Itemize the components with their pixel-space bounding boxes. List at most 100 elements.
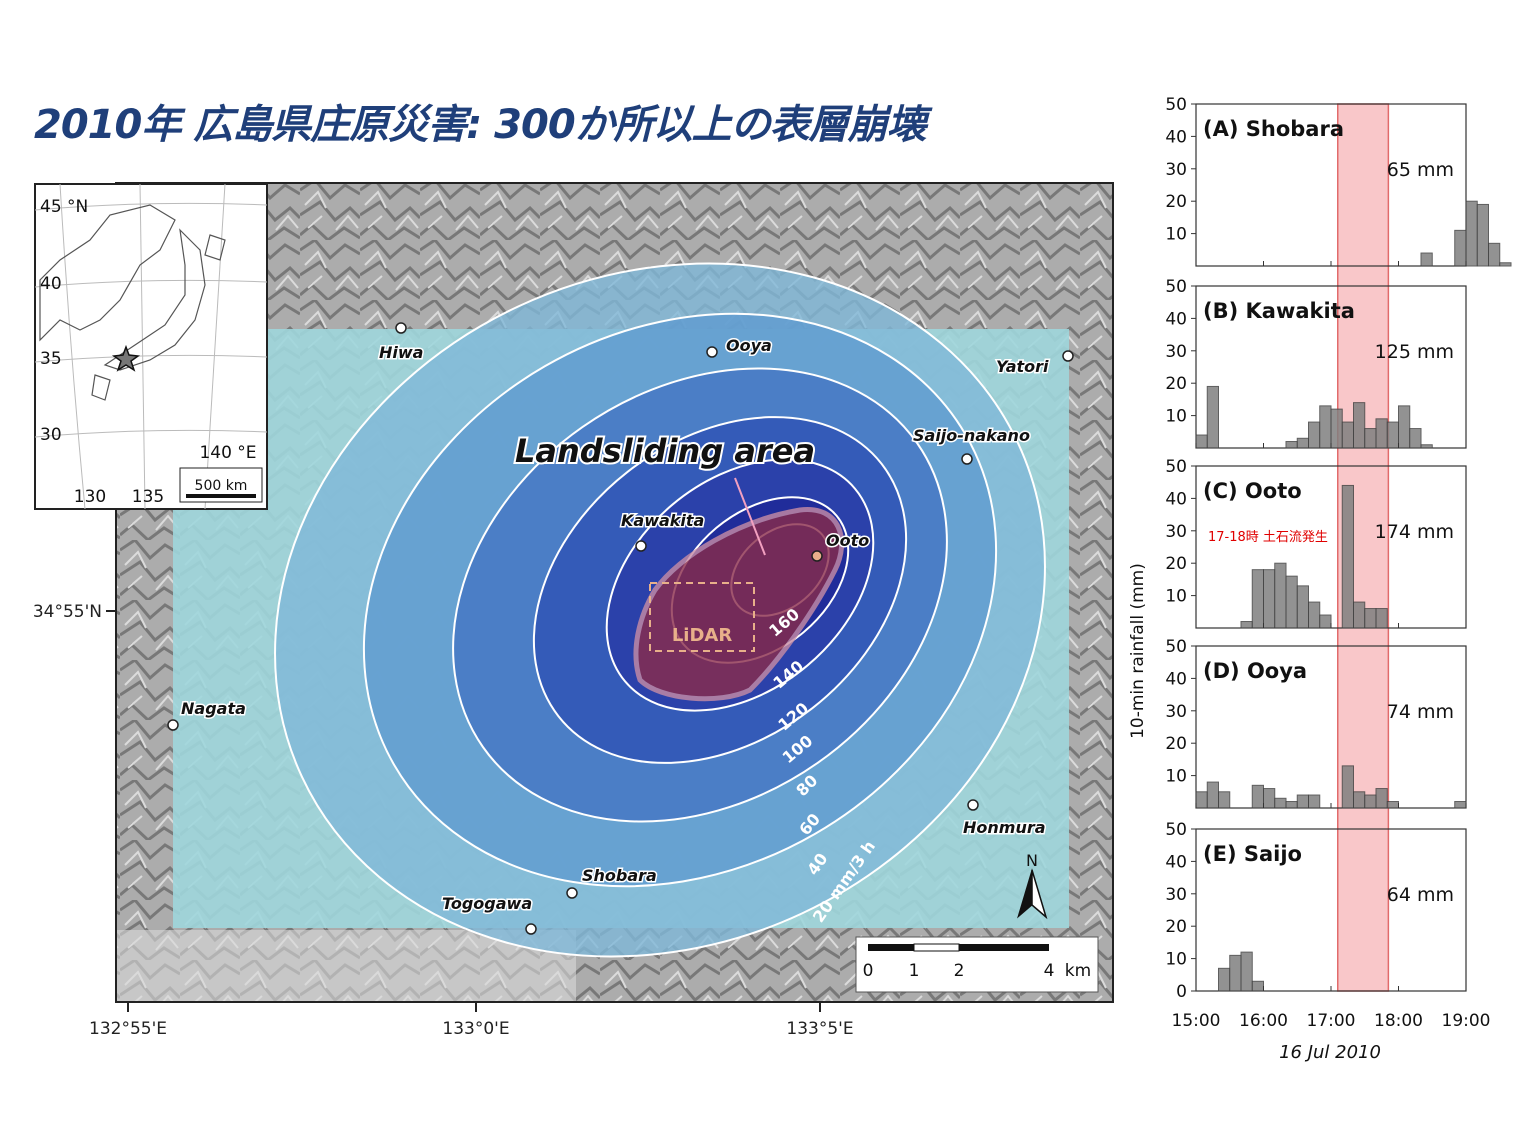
y-tick-label: 50 <box>1165 95 1187 115</box>
rain-bar <box>1386 421 1399 449</box>
rain-bar <box>1229 954 1242 992</box>
lidar-box <box>649 582 755 652</box>
panel-title: (C) Ooto <box>1203 479 1302 503</box>
rain-bar <box>1285 441 1298 449</box>
lon-label: 132°55'E <box>89 1019 167 1039</box>
rain-bar <box>1364 794 1377 809</box>
y-tick-label: 10 <box>1165 225 1187 245</box>
rain-bar <box>1499 262 1512 267</box>
rain-bar <box>1206 781 1219 809</box>
rain-bar <box>1341 421 1354 449</box>
rain-bar <box>1319 614 1332 629</box>
rain-bar <box>1308 601 1321 629</box>
y-tick-label: 50 <box>1165 637 1187 657</box>
north-label: N <box>1026 851 1038 870</box>
x-tick-label: 19:00 <box>1442 1011 1491 1031</box>
y-tick-label: 20 <box>1165 554 1187 574</box>
rain-bar <box>1465 200 1478 267</box>
scalebar-label: km <box>1065 961 1091 981</box>
y-tick-label: 30 <box>1165 702 1187 722</box>
chart-ylabel: 10-min rainfall (mm) <box>1128 563 1148 739</box>
panel-total: 65 mm <box>1387 159 1454 181</box>
rain-bar <box>1375 608 1388 629</box>
rain-bar <box>1330 408 1343 449</box>
y-tick-label: 40 <box>1165 489 1187 509</box>
panel-total: 74 mm <box>1387 701 1454 723</box>
lidar-label: LiDAR <box>672 625 733 646</box>
inset-lon-label: 130 <box>74 487 106 507</box>
scalebar-label: 0 <box>863 961 874 981</box>
scalebar-label: 2 <box>954 961 965 981</box>
station-label: Nagata <box>181 699 246 718</box>
panel-total: 125 mm <box>1375 341 1454 363</box>
panel-total: 64 mm <box>1387 884 1454 906</box>
rain-bar <box>1341 765 1354 809</box>
rain-bar <box>1420 444 1433 449</box>
rain-bar <box>1251 569 1264 629</box>
rain-bar <box>1375 418 1388 449</box>
rain-bar <box>1218 791 1231 809</box>
lon-label: 133°0'E <box>442 1019 509 1039</box>
x-tick-label: 15:00 <box>1172 1011 1221 1031</box>
rain-bar <box>1454 229 1467 267</box>
chart-xlabel: 16 Jul 2010 <box>1279 1042 1381 1063</box>
rain-bar <box>1296 437 1309 449</box>
y-tick-label: 0 <box>1176 982 1187 1002</box>
panel-annotation: 17-18時 土石流発生 <box>1208 530 1328 545</box>
rain-bar <box>1263 788 1276 809</box>
rain-bar <box>1274 797 1287 809</box>
north-arrow: N <box>1017 851 1048 920</box>
rain-bar <box>1240 951 1253 992</box>
rain-bar <box>1285 801 1298 809</box>
page-title: 2010年 広島県庄原災害: 300か所以上の表層崩壊 <box>34 102 927 148</box>
station-label: Kawakita <box>621 511 704 530</box>
scalebar-label: 4 <box>1044 961 1055 981</box>
rain-bar <box>1364 608 1377 629</box>
inset-lat-label: 45 °N <box>40 197 88 217</box>
x-tick-label: 17:00 <box>1307 1011 1356 1031</box>
y-tick-label: 30 <box>1165 522 1187 542</box>
landsliding-polygon <box>633 507 845 702</box>
rain-bar <box>1398 405 1411 449</box>
station-label: Hiwa <box>379 343 423 362</box>
rain-bar <box>1386 801 1399 809</box>
rain-bar <box>1285 575 1298 629</box>
inset-lat-label: 40 <box>40 274 62 294</box>
rain-bar <box>1364 428 1377 449</box>
contour-lines <box>274 262 1046 958</box>
rain-bar <box>1353 402 1366 449</box>
x-tick-label: 18:00 <box>1374 1011 1423 1031</box>
y-tick-label: 20 <box>1165 374 1187 394</box>
panel-title: (E) Saijo <box>1203 842 1302 866</box>
rain-bar <box>1206 385 1219 449</box>
stations: Hiwa Ooya Yatori Saijo-nakano Kawakita O… <box>167 322 1074 935</box>
rain-bar <box>1195 791 1208 809</box>
panel-title: (B) Kawakita <box>1203 299 1355 323</box>
rain-bar <box>1308 421 1321 449</box>
y-tick-label: 50 <box>1165 277 1187 297</box>
landsliding-label: Landsliding area <box>515 432 815 470</box>
map-coordinates: 34°55'N 132°55'E 133°0'E 133°5'E <box>33 602 854 1039</box>
landsliding-pointer <box>734 477 766 556</box>
lon-label: 133°5'E <box>786 1019 853 1039</box>
map-scalebar: 0 1 2 4 km <box>855 936 1099 993</box>
rain-bar <box>1319 405 1332 449</box>
station-label: Togogawa <box>442 894 532 913</box>
map-frame <box>115 182 1114 1003</box>
rain-bar <box>1454 801 1467 809</box>
station-label: Shobara <box>582 866 657 885</box>
rain-bar <box>1409 428 1422 449</box>
station-label: Honmura <box>963 818 1046 837</box>
y-tick-label: 30 <box>1165 885 1187 905</box>
inset-scale-label: 500 km <box>195 478 248 494</box>
y-tick-label: 40 <box>1165 309 1187 329</box>
rain-bar <box>1251 784 1264 809</box>
rain-bar <box>1263 569 1276 629</box>
rain-bar <box>1375 788 1388 809</box>
y-tick-label: 30 <box>1165 342 1187 362</box>
inset-map: 45 °N 40 35 30 130 135 140 °E 500 km <box>34 183 268 510</box>
station-label: Yatori <box>996 357 1049 376</box>
y-tick-label: 20 <box>1165 917 1187 937</box>
scalebar-label: 1 <box>909 961 920 981</box>
